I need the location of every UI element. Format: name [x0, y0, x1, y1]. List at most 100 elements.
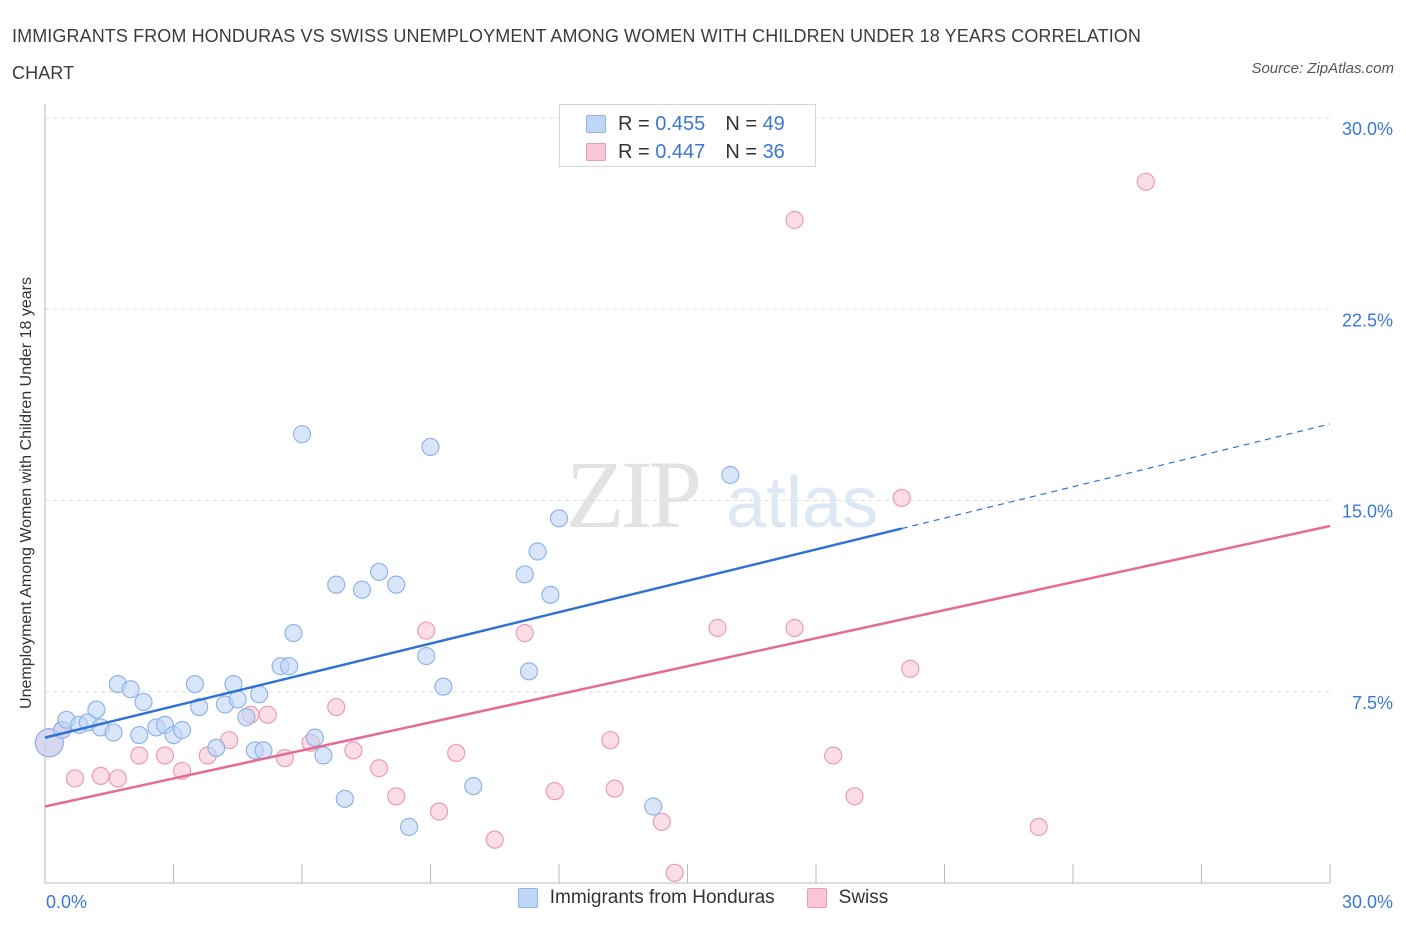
swiss-point	[344, 741, 363, 760]
x-tick-label: 0.0%	[46, 892, 87, 912]
swiss-point	[515, 623, 534, 643]
honduras-point	[292, 425, 312, 444]
swiss-point	[1136, 172, 1155, 191]
honduras-point	[327, 575, 346, 594]
honduras-point	[104, 723, 123, 742]
honduras-point	[314, 746, 333, 765]
r-label: R =	[618, 112, 650, 135]
chart-title: IMMIGRANTS FROM HONDURAS VS SWISS UNEMPL…	[12, 26, 1142, 83]
swiss-swatch	[586, 143, 606, 161]
honduras-point	[387, 575, 406, 594]
honduras-point	[335, 789, 354, 808]
honduras-point	[528, 542, 547, 561]
swiss-point	[545, 782, 564, 801]
gridlines	[45, 117, 1330, 693]
series-legend: Immigrants from Honduras Swiss	[0, 887, 1406, 909]
honduras-point	[121, 680, 140, 699]
swiss-point	[258, 705, 277, 724]
honduras-point	[352, 580, 372, 599]
legend-label-honduras: Immigrants from Honduras	[549, 887, 775, 908]
y-tick-label: 15.0%	[1342, 502, 1393, 522]
swiss-point	[652, 812, 671, 831]
swiss-point	[108, 769, 127, 788]
honduras-point	[721, 465, 740, 485]
honduras-trend-extension	[901, 423, 1331, 530]
swiss-point	[824, 746, 843, 765]
honduras-point	[185, 674, 205, 694]
honduras-legend-swatch	[517, 888, 538, 908]
honduras-point	[399, 817, 419, 837]
trend-lines	[44, 423, 1331, 808]
honduras-point	[417, 646, 436, 666]
y-tick-label: 22.5%	[1342, 310, 1393, 330]
honduras-point	[207, 738, 226, 757]
honduras-points	[34, 425, 740, 837]
swiss-point	[130, 746, 149, 765]
swiss-point	[845, 787, 864, 806]
honduras-point	[190, 697, 209, 717]
n-label: N =	[725, 140, 757, 163]
swiss-point	[387, 787, 406, 806]
swiss-points	[34, 172, 1155, 882]
stats-legend: R = 0.455 N = 49 R = 0.447 N = 36	[559, 104, 816, 167]
stats-row-swiss: R = 0.447 N = 36	[586, 138, 785, 166]
honduras-point	[237, 708, 256, 727]
honduras-point	[172, 720, 192, 740]
honduras-point	[228, 690, 247, 709]
honduras-point	[644, 797, 663, 816]
swiss-point	[901, 659, 920, 678]
honduras-point	[284, 623, 303, 643]
swiss-point	[370, 759, 389, 778]
n-label: N =	[725, 112, 757, 135]
honduras-point	[541, 585, 560, 604]
honduras-point	[250, 685, 269, 704]
legend-item-honduras[interactable]: Immigrants from Honduras	[517, 887, 775, 909]
honduras-point	[370, 562, 389, 582]
honduras-point	[549, 509, 569, 528]
x-tick-label: 30.0%	[1342, 892, 1393, 912]
honduras-point	[87, 700, 106, 719]
honduras-point	[130, 725, 149, 745]
swiss-point	[708, 618, 727, 638]
y-tick-label: 30.0%	[1342, 119, 1393, 139]
swiss-point	[785, 618, 804, 638]
honduras-point	[434, 677, 453, 696]
honduras-point	[519, 662, 539, 681]
swiss-point	[1029, 817, 1048, 837]
swiss-point	[327, 697, 346, 717]
legend-item-swiss[interactable]: Swiss	[806, 887, 889, 909]
honduras-point	[515, 565, 534, 584]
swiss-legend-swatch	[806, 888, 827, 908]
swiss-point	[605, 779, 624, 798]
swiss-point	[601, 731, 620, 750]
honduras-point	[280, 657, 299, 676]
watermark: ZIP atlas	[566, 441, 878, 548]
swiss-point	[429, 802, 449, 821]
stats-row-honduras: R = 0.455 N = 49	[586, 110, 785, 138]
watermark-atlas: atlas	[726, 463, 878, 543]
honduras-point	[464, 776, 483, 796]
honduras-point	[421, 437, 440, 457]
n-value: 36	[762, 140, 785, 163]
tick-labels: 7.5% 15.0% 22.5% 30.0% 0.0% 30.0%	[46, 119, 1393, 912]
r-label: R =	[618, 140, 650, 163]
swiss-trend-line	[44, 524, 1331, 808]
honduras-swatch	[586, 115, 606, 133]
n-value: 49	[762, 112, 785, 135]
honduras-point	[134, 692, 153, 712]
honduras-point	[305, 728, 324, 747]
legend-label-swiss: Swiss	[838, 887, 889, 908]
swiss-point	[665, 863, 684, 882]
swiss-point	[417, 621, 436, 640]
swiss-point	[892, 488, 911, 508]
swiss-point	[65, 769, 85, 788]
swiss-point	[155, 746, 175, 765]
swiss-point	[447, 743, 466, 763]
swiss-point	[485, 830, 504, 849]
swiss-point	[91, 766, 110, 786]
r-value: 0.447	[655, 140, 706, 163]
honduras-trend-line	[44, 527, 902, 739]
y-tick-label: 7.5%	[1352, 693, 1393, 713]
r-value: 0.455	[655, 112, 706, 135]
